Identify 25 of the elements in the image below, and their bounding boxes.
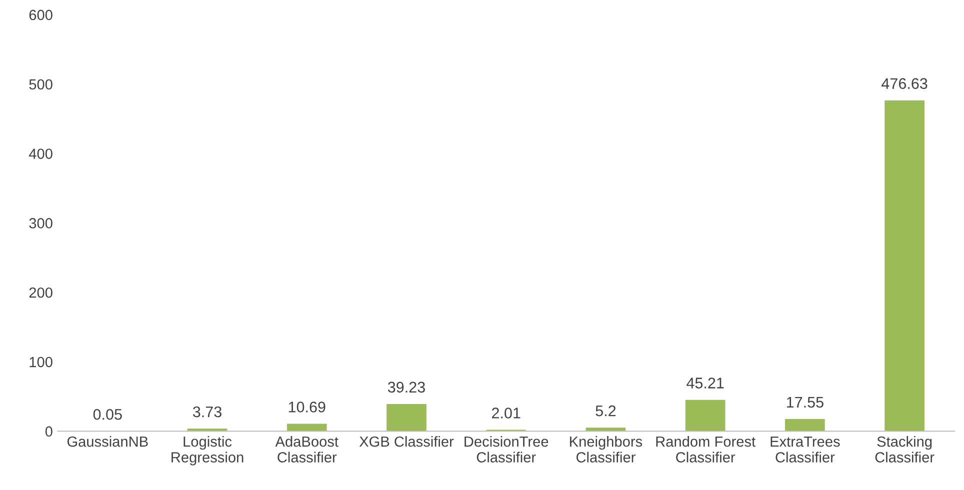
x-tick-label: Kneighbors Classifier [570, 436, 642, 462]
y-tick-label: 300 [29, 218, 52, 228]
y-tick-label: 0 [45, 426, 52, 437]
data-label: 0.05 [93, 408, 122, 420]
x-tick-label: AdaBoost Classifier [275, 436, 338, 462]
data-label: 2.01 [492, 408, 520, 418]
x-tick-label: XGB Classifier [359, 436, 454, 447]
y-tick-label: 100 [30, 356, 52, 368]
y-tick-label: 200 [29, 287, 52, 298]
x-tick-label: GaussianNB [67, 436, 148, 447]
y-tick-label: 500 [29, 79, 52, 90]
x-tick-label: ExtraTrees Classifier [770, 436, 840, 462]
x-tick-label: Random Forest Classifier [656, 436, 756, 462]
data-label: 10.69 [288, 402, 326, 412]
x-tick-label: Logistic Regression [172, 436, 244, 466]
data-label: 3.73 [192, 406, 222, 418]
data-label: 5.2 [596, 405, 616, 416]
data-label: 476.63 [882, 78, 928, 89]
data-label: 17.55 [786, 397, 824, 408]
x-tick-label: Stacking Classifier [875, 436, 934, 462]
x-tick-label: DecisionTree Classifier [464, 436, 548, 462]
y-tick-label: 400 [28, 148, 52, 159]
data-label: 39.23 [388, 382, 425, 393]
data-label: 45.21 [686, 378, 724, 388]
y-tick-label: 600 [29, 10, 52, 20]
